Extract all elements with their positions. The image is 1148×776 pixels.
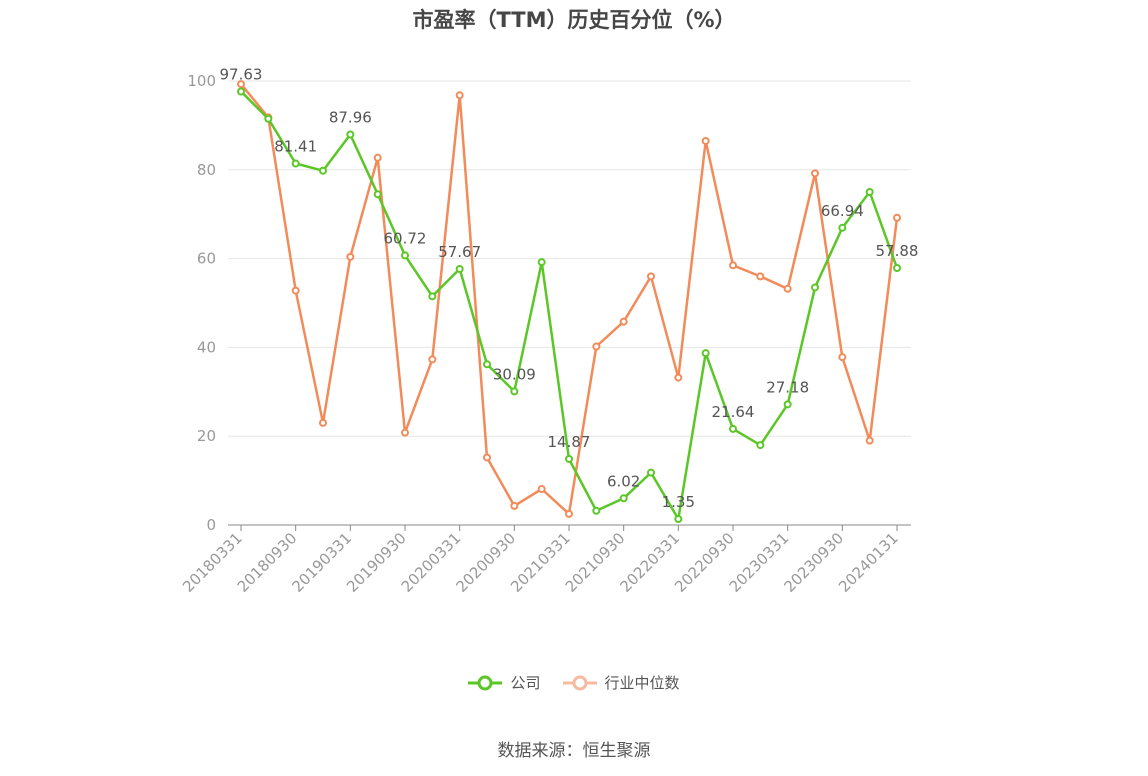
data-point bbox=[729, 424, 737, 433]
data-point bbox=[811, 169, 819, 178]
series-company bbox=[237, 87, 901, 524]
data-point bbox=[838, 223, 847, 232]
y-tick-label: 0 bbox=[206, 516, 216, 534]
data-label: 27.18 bbox=[766, 378, 809, 396]
data-point bbox=[373, 153, 382, 162]
data-point bbox=[565, 454, 573, 463]
data-label: 81.41 bbox=[274, 138, 317, 156]
data-label: 57.67 bbox=[438, 243, 481, 261]
y-tick-label: 100 bbox=[187, 72, 216, 90]
legend-company-label: 公司 bbox=[510, 674, 541, 692]
data-point bbox=[647, 272, 655, 281]
data-point bbox=[428, 292, 437, 301]
y-tick-label: 40 bbox=[197, 338, 216, 356]
data-point bbox=[674, 515, 683, 524]
data-point bbox=[865, 436, 874, 445]
legend-item-industry[interactable]: 行业中位数 bbox=[562, 672, 680, 693]
data-point bbox=[647, 468, 655, 477]
y-tick-label: 20 bbox=[197, 427, 216, 445]
data-point bbox=[346, 130, 355, 139]
data-point bbox=[373, 190, 382, 199]
source-note: 数据来源：恒生聚源 bbox=[497, 741, 651, 761]
data-point bbox=[783, 400, 792, 409]
data-point bbox=[783, 284, 792, 293]
grid-lines bbox=[228, 80, 911, 437]
data-point bbox=[619, 317, 628, 326]
data-point bbox=[893, 213, 901, 222]
series-group bbox=[237, 80, 901, 524]
data-point bbox=[537, 258, 546, 267]
legend-industry-icon bbox=[562, 675, 597, 690]
legend: 公司 行业中位数 bbox=[0, 672, 1148, 693]
series-line bbox=[240, 90, 899, 521]
data-point bbox=[401, 251, 409, 260]
data-point bbox=[428, 355, 437, 364]
data-point bbox=[455, 91, 464, 100]
data-point bbox=[510, 501, 519, 510]
legend-industry-label: 行业中位数 bbox=[604, 674, 680, 692]
x-tick-label: 20240131 bbox=[835, 529, 902, 596]
chart-title: 市盈率（TTM）历史百分位（%） bbox=[412, 8, 736, 32]
data-point bbox=[319, 166, 327, 175]
data-label: 14.87 bbox=[548, 433, 591, 451]
data-point bbox=[401, 428, 409, 437]
data-point bbox=[701, 136, 710, 145]
data-point bbox=[537, 485, 546, 494]
data-point bbox=[483, 453, 491, 462]
data-point bbox=[565, 509, 573, 518]
data-point bbox=[838, 353, 847, 362]
data-point bbox=[865, 188, 874, 196]
y-tick-label: 80 bbox=[197, 161, 216, 179]
data-point bbox=[811, 283, 819, 292]
data-point bbox=[319, 418, 327, 427]
data-point bbox=[756, 441, 765, 450]
data-label: 87.96 bbox=[329, 108, 372, 126]
data-label: 1.35 bbox=[662, 493, 695, 511]
data-point bbox=[592, 506, 601, 515]
legend-item-company[interactable]: 公司 bbox=[468, 672, 541, 693]
data-point bbox=[729, 261, 737, 270]
data-label: 97.63 bbox=[220, 66, 263, 84]
data-point bbox=[237, 87, 245, 96]
data-point bbox=[619, 494, 628, 503]
data-point bbox=[893, 264, 901, 273]
data-point bbox=[291, 159, 300, 168]
y-tick-label: 60 bbox=[197, 250, 216, 268]
data-point bbox=[510, 387, 519, 396]
data-label: 66.94 bbox=[821, 202, 864, 220]
data-label: 6.02 bbox=[607, 472, 640, 490]
data-point bbox=[701, 349, 710, 358]
data-label: 21.64 bbox=[712, 403, 755, 421]
data-point bbox=[237, 80, 245, 89]
data-point bbox=[756, 272, 765, 281]
legend-company-icon bbox=[468, 675, 503, 690]
data-point bbox=[674, 373, 683, 382]
data-label: 57.88 bbox=[876, 242, 919, 260]
data-label: 60.72 bbox=[384, 229, 427, 247]
line-chart: 0204060801002018033120180930201903312019… bbox=[179, 66, 919, 596]
data-labels: 97.63 81.41 87.96 60.72 57.67 30.09 14.87 6.02 1… bbox=[220, 66, 919, 511]
data-point bbox=[592, 342, 601, 351]
data-point bbox=[291, 286, 300, 295]
data-point bbox=[264, 114, 273, 123]
data-label: 30.09 bbox=[493, 365, 536, 383]
data-point bbox=[455, 264, 464, 273]
data-point bbox=[483, 360, 491, 369]
data-point bbox=[346, 252, 355, 261]
